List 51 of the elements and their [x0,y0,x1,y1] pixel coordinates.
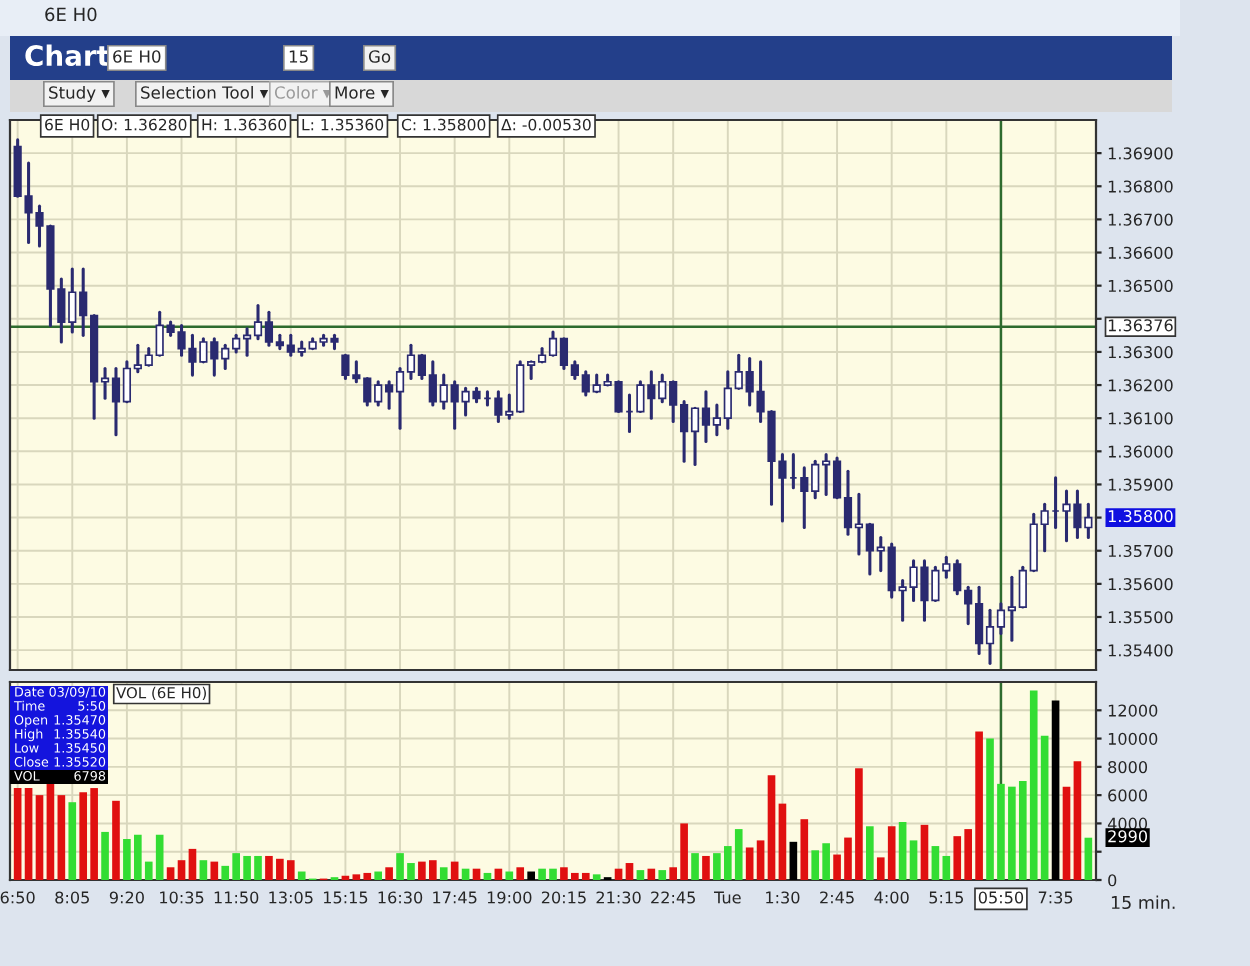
y-tick-label: 1.35700 [1108,544,1173,558]
text: 1.35800 [1108,510,1173,523]
x-tick-label: 13:05 [269,891,313,904]
y-tick-label: 0 [1108,874,1117,887]
y-tick-label: 1.36100 [1108,412,1173,425]
x-tick-label: 5:15 [929,891,963,904]
x-tick-label: 7:35 [1038,891,1073,904]
x-tick-label: 19:00 [487,891,532,904]
x-tick-label: 4:00 [874,891,909,904]
x-tick-label: 05:50 [978,891,1024,904]
chart-title: Chart [25,44,110,67]
y-tick-label: 1.36900 [1108,147,1173,160]
ref-line-label: 1.36376 [1108,319,1173,332]
x-tick-label: 17:45 [433,891,477,904]
x-tick-label: 2:45 [820,891,854,904]
text: 6E H0 [45,7,97,22]
y-tick-label: 1.35600 [1108,578,1173,591]
x-tick-label: 21:30 [596,891,641,904]
y-tick-label: 8000 [1108,761,1148,774]
y-tick-label: 12000 [1108,704,1158,717]
text: Go [368,50,391,63]
text: 15 min. [1111,895,1175,910]
y-tick-label: 1.36700 [1108,213,1173,226]
x-tick-label: 22:45 [651,891,695,904]
y-tick-label: 1.36600 [1108,246,1173,259]
y-tick-label: 1.36500 [1108,279,1173,293]
x-tick-label: 10:35 [160,891,204,904]
y-tick-label: 1.36000 [1108,445,1173,458]
y-tick-label: 6000 [1108,789,1148,802]
text: 6E H0 [113,50,161,63]
x-tick-label: 8:05 [55,891,89,904]
y-tick-label: 1.36200 [1108,379,1173,392]
y-tick-label: 1.35900 [1108,478,1173,491]
x-tick-label: 15:15 [323,891,368,904]
x-tick-label: 20:15 [541,891,586,904]
text: 15 [289,50,308,63]
y-tick-label: 1.36300 [1108,346,1173,359]
text: More ▾ [335,86,389,99]
y-tick-label: 1.36800 [1108,180,1173,193]
x-tick-label: 9:20 [109,891,144,904]
text: Study ▾ [49,85,110,103]
y-tick-label: 1.35500 [1108,611,1173,624]
x-tick-label: 11:50 [214,891,259,904]
text: 2990 [1108,830,1148,843]
x-tick-label: Tue [714,891,741,904]
text: Selection Tool ▾ [141,85,269,99]
x-tick-label: 1:30 [766,891,800,904]
y-tick-label: 10000 [1108,732,1158,745]
x-tick-label: 6:50 [0,891,35,904]
y-tick-label: 1.35400 [1108,644,1173,657]
x-tick-label: 16:30 [378,891,423,904]
